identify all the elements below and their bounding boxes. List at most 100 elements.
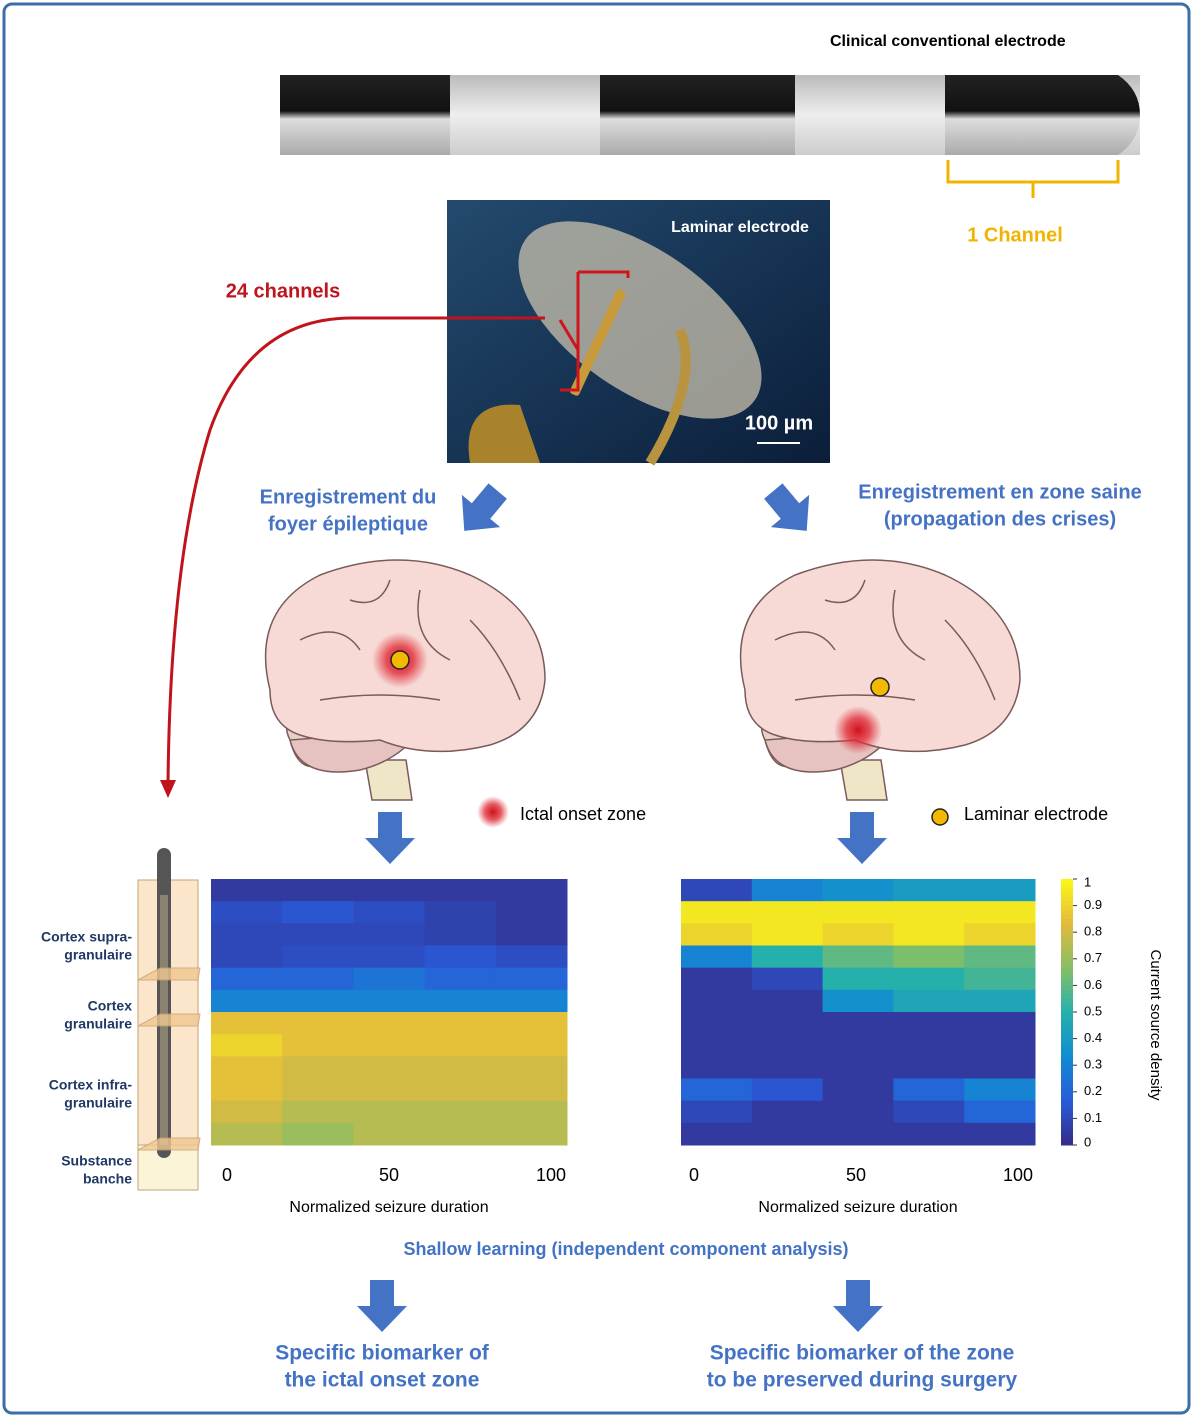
heatmap-cell: [282, 1122, 354, 1146]
electrode-dot: [870, 677, 890, 697]
colorbar-strip: [1061, 892, 1073, 898]
colorbar-strip: [1061, 954, 1073, 960]
heatmap-cell: [353, 1100, 426, 1124]
colorbar-strip: [1061, 901, 1073, 907]
colorbar-strip: [1061, 887, 1073, 893]
colorbar-strip: [1061, 958, 1073, 964]
colorbar-tick-label: 0.1: [1084, 1110, 1102, 1125]
heatmap-cell: [893, 1012, 965, 1035]
heatmap-cell: [751, 945, 824, 969]
colorbar-strip: [1061, 1127, 1073, 1133]
heatmap-cell: [751, 1012, 824, 1035]
heatmap-cell: [822, 945, 894, 969]
heatmap-cell: [424, 1122, 497, 1146]
heatmap-cell: [893, 1122, 965, 1146]
heatmap-cell: [424, 967, 497, 991]
heatmap-cell: [964, 989, 1036, 1013]
colorbar-strip: [1061, 932, 1073, 938]
colorbar-strip: [1061, 1051, 1073, 1057]
recording-right-1: Enregistrement en zone saine: [858, 481, 1141, 503]
layer-label: Cortex: [88, 998, 133, 1014]
legend-ictal: Ictal onset zone: [520, 804, 646, 824]
x-tick-label: 100: [536, 1165, 566, 1185]
heatmap-cell: [424, 1056, 497, 1079]
heatmap-cell: [681, 1122, 753, 1146]
heatmap-cell: [751, 1078, 824, 1102]
heatmap-cell: [211, 1122, 283, 1146]
heatmap-cell: [495, 879, 568, 902]
heatmap-cell: [495, 1122, 568, 1146]
colorbar-strip: [1061, 1034, 1073, 1040]
heatmap-cell: [822, 879, 894, 902]
colorbar-tick-label: 0.7: [1084, 950, 1102, 965]
heatmap-cell: [353, 945, 426, 969]
colorbar-strip: [1061, 1087, 1073, 1093]
laminar-title: Laminar electrode: [671, 219, 809, 236]
colorbar-strip: [1061, 883, 1073, 889]
heatmap-cell: [424, 1012, 497, 1035]
heatmap-cell: [211, 879, 283, 902]
layer-label: Substance: [61, 1153, 132, 1169]
layer-label: Cortex infra-: [49, 1077, 133, 1093]
colorbar-strip: [1061, 1069, 1073, 1075]
colorbar-strip: [1061, 1003, 1073, 1009]
heatmap-cell: [893, 879, 965, 902]
heatmap-cell: [424, 1100, 497, 1124]
heatmap-cell: [353, 1056, 426, 1079]
heatmap-cell: [751, 1056, 824, 1079]
layer-label: granulaire: [64, 1095, 132, 1111]
colorbar-strip: [1061, 1038, 1073, 1044]
heatmap-cell: [822, 1122, 894, 1146]
colorbar-strip: [1061, 1131, 1073, 1137]
heatmap-cell: [751, 989, 824, 1013]
colorbar-strip: [1061, 1060, 1073, 1066]
heatmap-cell: [282, 879, 354, 902]
x-tick-label: 0: [689, 1165, 699, 1185]
heatmap-cell: [282, 1034, 354, 1057]
heatmap-cell: [282, 923, 354, 946]
colorbar-strip: [1061, 1091, 1073, 1097]
heatmap-cell: [211, 1056, 283, 1079]
heatmap-cell: [964, 1122, 1036, 1146]
heatmap-cell: [822, 1056, 894, 1079]
heatmap-cell: [681, 1078, 753, 1102]
heatmap-cell: [211, 1012, 283, 1035]
colorbar-tick-label: 0: [1084, 1134, 1091, 1149]
arrow: [833, 1280, 883, 1332]
colorbar-strip: [1061, 927, 1073, 933]
colorbar-strip: [1061, 905, 1073, 911]
outcome-left-2: the ictal onset zone: [285, 1369, 480, 1392]
conventional-electrode: [280, 75, 1140, 155]
colorbar-tick-label: 1: [1084, 874, 1091, 889]
recording-left-1: Enregistrement du: [260, 486, 437, 508]
colorbar-tick-label: 0.6: [1084, 977, 1102, 992]
heatmap-cell: [282, 967, 354, 991]
heatmap-cell: [282, 901, 354, 924]
heatmap-cell: [751, 1034, 824, 1057]
heatmap-cell: [353, 1012, 426, 1035]
heatmap-cell: [681, 945, 753, 969]
legend-ictal-swatch: [477, 796, 509, 828]
colorbar-strip: [1061, 945, 1073, 951]
heatmap-cell: [282, 1100, 354, 1124]
heatmap-cell: [424, 923, 497, 946]
x-tick-label: 0: [222, 1165, 232, 1185]
channel-label: 1 Channel: [967, 224, 1063, 246]
heatmap-cell: [282, 989, 354, 1013]
arrow: [365, 812, 415, 864]
x-tick-label: 50: [379, 1165, 399, 1185]
heatmap-cell: [822, 1078, 894, 1102]
colorbar-strip: [1061, 1140, 1073, 1146]
outcome-left-1: Specific biomarker of: [275, 1342, 490, 1365]
heatmap-cell: [424, 901, 497, 924]
heatmap-cell: [681, 967, 753, 991]
heatmap-cell: [211, 901, 283, 924]
colorbar-strip: [1061, 1007, 1073, 1013]
colorbar-strip: [1061, 1118, 1073, 1124]
heatmap-cell: [495, 945, 568, 969]
heatmap-cell: [681, 1100, 753, 1124]
colorbar-strip: [1061, 1136, 1073, 1142]
heatmap-cell: [353, 879, 426, 902]
scale-label: 100 µm: [745, 412, 813, 434]
heatmap-cell: [495, 1012, 568, 1035]
